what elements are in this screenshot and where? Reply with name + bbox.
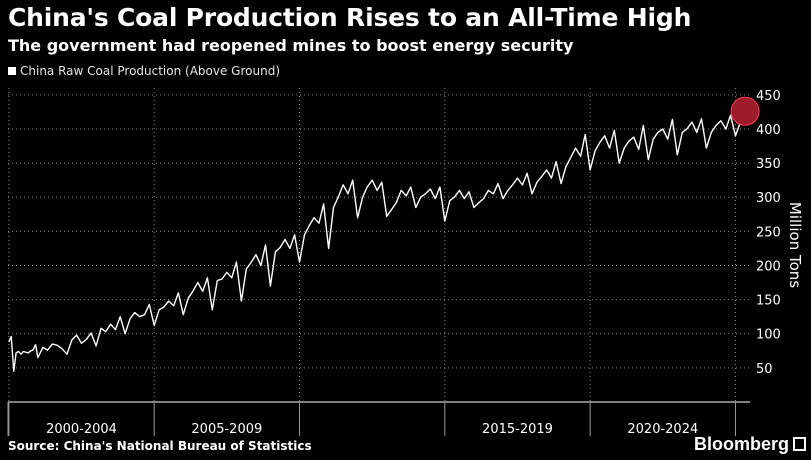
- x-group-label: 2000-2004: [46, 422, 117, 437]
- y-tick-label: 50: [756, 362, 773, 377]
- legend-swatch: [8, 67, 16, 75]
- x-group-label: 2020-2024: [627, 422, 698, 437]
- x-group-label: 2015-2019: [482, 422, 553, 437]
- y-tick-label: 100: [756, 328, 781, 343]
- legend: China Raw Coal Production (Above Ground): [8, 64, 280, 78]
- x-group-label: 2005-2009: [191, 422, 262, 437]
- y-tick-label: 200: [756, 259, 781, 274]
- y-tick-label: 150: [756, 294, 781, 309]
- y-tick-label: 400: [756, 123, 781, 138]
- series-line: [8, 110, 746, 372]
- bloomberg-logo: Bloomberg: [693, 434, 789, 454]
- all-time-high-marker: [730, 96, 760, 126]
- legend-label: China Raw Coal Production (Above Ground): [20, 64, 280, 78]
- source-note: Source: China's National Bureau of Stati…: [8, 439, 312, 453]
- y-axis-title: Million Tons: [786, 202, 804, 288]
- chart-title: China's Coal Production Rises to an All-…: [8, 3, 692, 32]
- y-tick-label: 350: [756, 157, 781, 172]
- y-tick-label: 300: [756, 191, 781, 206]
- y-tick-label: 450: [756, 89, 781, 104]
- y-tick-label: 250: [756, 225, 781, 240]
- bloomberg-mark-icon: [793, 437, 806, 451]
- chart-subtitle: The government had reopened mines to boo…: [8, 36, 574, 55]
